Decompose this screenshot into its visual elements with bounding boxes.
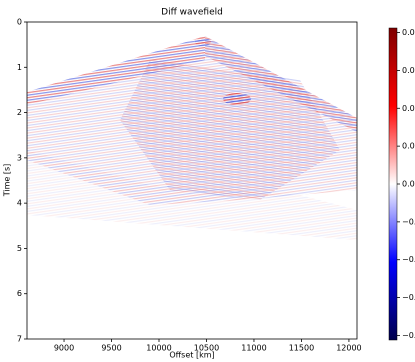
- colorbar-tick-label: 0.0050: [402, 104, 415, 113]
- colorbar-tick-label: 0.0075: [402, 66, 415, 75]
- colorbar-tick-label: −0.0025: [402, 217, 415, 226]
- y-tick-label: 1: [17, 63, 22, 72]
- x-tick-label: 11000: [241, 344, 266, 353]
- x-axis-label: Offset [km]: [169, 351, 214, 360]
- plot-frame: [26, 21, 358, 340]
- y-tick-label: 4: [17, 199, 22, 208]
- colorbar-tick-label: 0.0025: [402, 142, 415, 151]
- x-tick-label: 10000: [146, 344, 171, 353]
- y-tick-label: 5: [17, 244, 22, 253]
- colorbar-tick-label: 0.0000: [402, 180, 415, 189]
- colorbar: [388, 27, 398, 341]
- x-tick-label: 11500: [289, 344, 314, 353]
- colorbar-tick-label: −0.0050: [402, 255, 415, 264]
- x-tick-label: 10500: [194, 344, 219, 353]
- x-tick-label: 9500: [101, 344, 121, 353]
- wavefield-image: [27, 36, 357, 240]
- y-tick-label: 3: [17, 153, 22, 162]
- x-tick-label: 12000: [336, 344, 361, 353]
- y-axis-label: Time [s]: [3, 164, 12, 198]
- x-tick-label: 9000: [54, 344, 74, 353]
- y-tick-label: 0: [17, 18, 22, 27]
- y-tick-label: 6: [17, 289, 22, 298]
- y-tick-label: 7: [17, 335, 22, 344]
- y-tick-label: 2: [17, 108, 22, 117]
- chart-title: Diff wavefield: [161, 8, 223, 18]
- colorbar-tick-label: −0.0075: [402, 293, 415, 302]
